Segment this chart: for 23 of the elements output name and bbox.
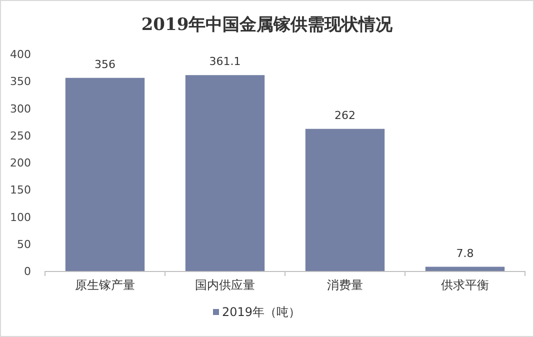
y-tick-label: 200: [10, 156, 31, 170]
x-tick-label: 原生镓产量: [75, 278, 135, 292]
x-tick-label: 消费量: [327, 278, 363, 292]
bar: [185, 75, 265, 271]
bar: [65, 78, 145, 271]
data-label: 7.8: [456, 246, 474, 260]
bar: [305, 128, 385, 271]
y-tick-label: 100: [10, 210, 31, 224]
y-tick-label: 150: [10, 184, 31, 197]
x-tick-label: 国内供应量: [195, 278, 255, 292]
data-label: 361.1: [209, 55, 241, 68]
x-tick-label: 供求平衡: [441, 278, 489, 292]
chart-title: 2019年中国金属镓供需现状情况: [141, 15, 394, 35]
y-tick-label: 250: [10, 129, 31, 142]
y-tick-label: 300: [10, 102, 31, 116]
y-tick-label: 400: [10, 48, 31, 61]
bar: [425, 266, 505, 271]
data-label: 356: [94, 58, 116, 71]
legend-label: 2019年（吨）: [222, 305, 301, 319]
data-label: 262: [334, 108, 356, 122]
y-tick-label: 350: [10, 75, 31, 88]
y-tick-label: 0: [24, 265, 31, 278]
y-tick-label: 50: [17, 238, 31, 251]
